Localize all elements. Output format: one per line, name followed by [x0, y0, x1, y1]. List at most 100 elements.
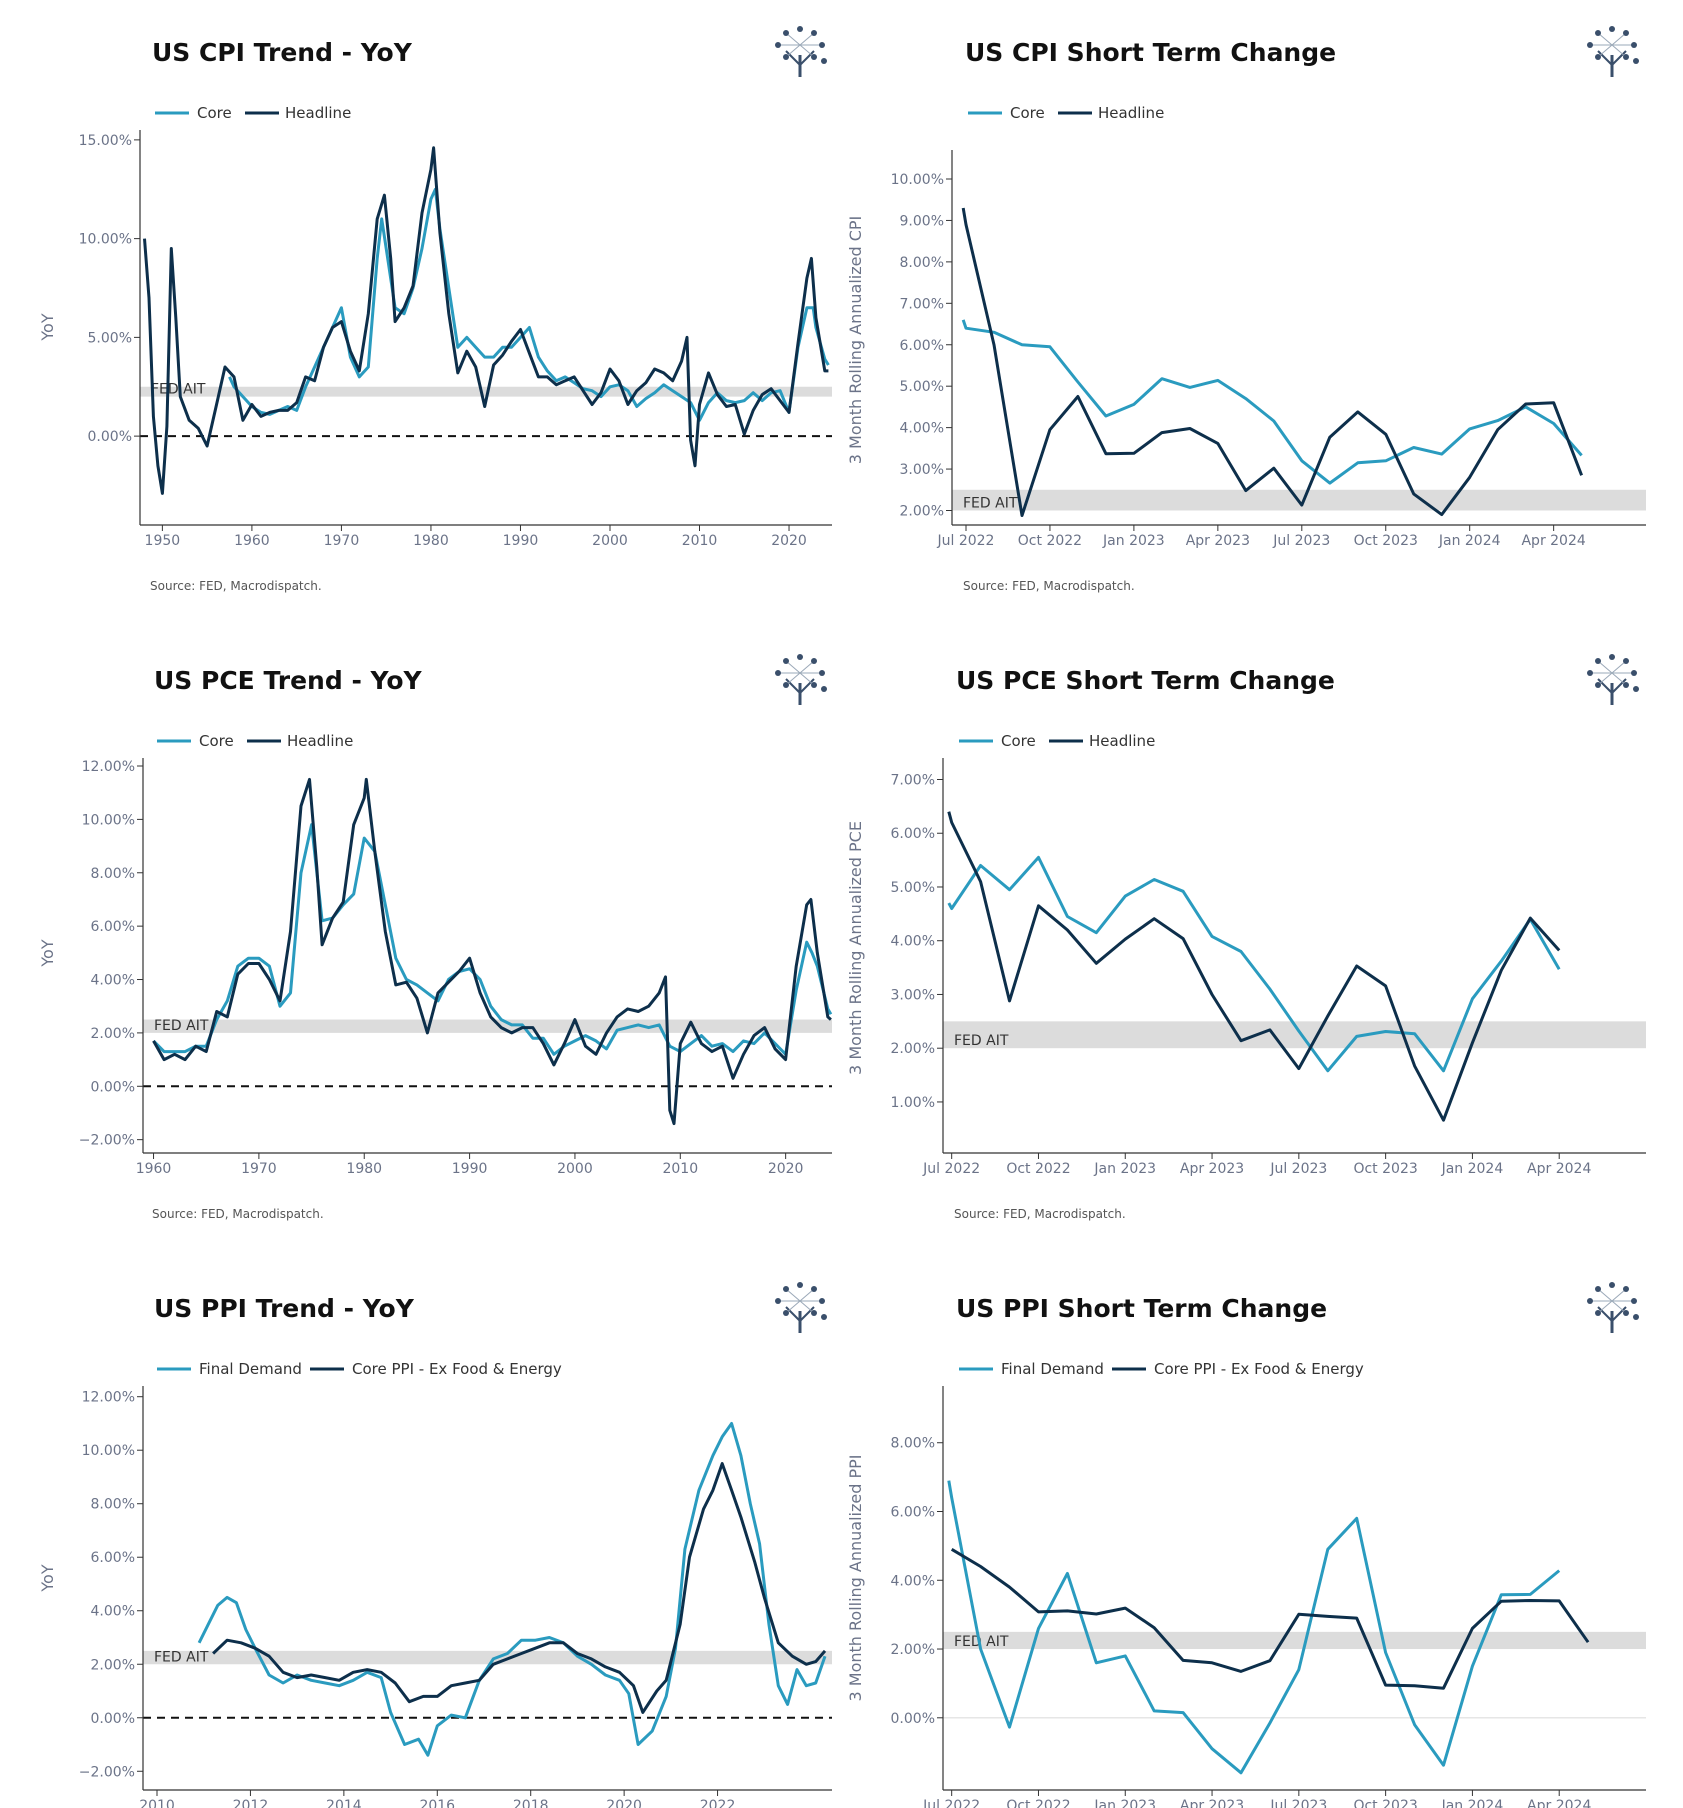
x-tick-label: 1960 [136, 1161, 172, 1177]
y-tick-label: 0.00% [91, 1079, 135, 1095]
y-tick-label: 8.00% [891, 1436, 935, 1452]
y-tick-label: 5.00% [900, 379, 944, 395]
x-tick-label: Jan 2024 [1438, 533, 1501, 549]
chart-ppi-trend: US PPI Trend - YoY Final Demand Core PPI… [38, 1282, 832, 1808]
series-line-core [947, 855, 1561, 1073]
y-tick-label: 2.00% [891, 1041, 935, 1057]
series-line-final-demand [197, 1422, 827, 1757]
y-tick-label: −2.00% [79, 1764, 135, 1780]
y-tick-label: 4.00% [91, 1604, 135, 1620]
fed-ait-label: FED AIT [954, 1634, 1009, 1650]
chart-title: US PCE Trend - YoY [154, 666, 423, 695]
panel-ppi-short: US PPI Short Term Change Final Demand Co… [840, 1256, 1683, 1808]
series-line-core [228, 187, 830, 422]
x-tick-label: 1980 [413, 533, 449, 549]
y-tick-label: 4.00% [891, 934, 935, 950]
legend-label-headline: Headline [1098, 104, 1164, 122]
chart-cpi-short: US CPI Short Term Change Core Headline F… [846, 26, 1646, 593]
y-tick-label: 8.00% [91, 1497, 135, 1513]
x-tick-label: Oct 2023 [1353, 1161, 1417, 1177]
chart-pce-trend: US PCE Trend - YoY Core Headline FED AIT… [38, 654, 833, 1221]
x-tick-label: 2018 [513, 1798, 549, 1808]
plot-area: FED AIT 2.00% 3.00% 4.00% 5.00% 6.00% 7.00% 8.0… [891, 150, 1646, 549]
logo-tree-icon [775, 26, 827, 77]
series-line-core [961, 319, 1583, 485]
logo-tree-icon [1587, 26, 1639, 77]
y-tick-label: 2.00% [891, 1642, 935, 1658]
legend: Core Headline [155, 104, 351, 122]
x-tick-label: 2020 [768, 1161, 804, 1177]
legend-label-core: Core [199, 732, 234, 750]
x-tick-label: 2022 [700, 1798, 736, 1808]
plot-area: FED AIT 0.00% 2.00% 4.00% 6.00% 8.00% Jul 2022… [891, 1386, 1646, 1808]
y-tick-label: 6.00% [91, 1550, 135, 1566]
y-tick-label: 0.00% [91, 1711, 135, 1727]
x-tick-label: Jul 2023 [1272, 533, 1330, 549]
y-tick-label: 6.00% [891, 1504, 935, 1520]
x-tick-label: Apr 2023 [1180, 1798, 1244, 1808]
legend-label-core: Core [1010, 104, 1045, 122]
x-tick-label: 2010 [662, 1161, 698, 1177]
chart-cpi-trend: US CPI Trend - YoY Core Headline FED AIT… [38, 26, 832, 593]
series-line-core-ppi-ex-food-energy [950, 1548, 1590, 1690]
x-tick-label: Jan 2023 [1093, 1798, 1156, 1808]
chart-title: US CPI Trend - YoY [152, 38, 413, 67]
series-line-headline [143, 146, 829, 495]
x-tick-label: Jan 2023 [1102, 533, 1165, 549]
y-tick-label: 10.00% [82, 812, 135, 828]
x-tick-label: Jul 2022 [922, 1798, 980, 1808]
fed-ait-label: FED AIT [963, 495, 1018, 511]
x-tick-label: Jan 2024 [1441, 1798, 1504, 1808]
x-tick-label: Apr 2023 [1180, 1161, 1244, 1177]
fed-ait-band [143, 1019, 832, 1033]
x-tick-label: 2000 [557, 1161, 593, 1177]
legend-label-core: Core [197, 104, 232, 122]
x-tick-label: Jul 2023 [1269, 1798, 1327, 1808]
logo-tree-icon [775, 654, 827, 705]
x-tick-label: Oct 2023 [1354, 533, 1418, 549]
series-line-headline [152, 777, 832, 1126]
series-line-core-ppi-ex-food-energy [212, 1462, 827, 1714]
y-axis-label: 3 Month Rolling Annualized CPI [846, 216, 865, 465]
y-tick-label: 7.00% [891, 772, 935, 788]
y-tick-label: −2.00% [79, 1133, 135, 1149]
legend-label-final-demand: Final Demand [199, 1360, 302, 1378]
y-tick-label: 3.00% [891, 987, 935, 1003]
x-tick-label: Oct 2022 [1006, 1798, 1070, 1808]
x-tick-label: 2014 [326, 1798, 362, 1808]
x-tick-label: Oct 2022 [1006, 1161, 1070, 1177]
x-tick-label: 2016 [419, 1798, 455, 1808]
y-tick-label: 5.00% [891, 880, 935, 896]
logo-tree-icon [1587, 654, 1639, 705]
logo-tree-icon [775, 1282, 827, 1333]
legend-label-core-ppi: Core PPI - Ex Food & Energy [1154, 1360, 1364, 1378]
fed-ait-band [140, 386, 832, 397]
series-line-final-demand [947, 1480, 1561, 1775]
x-tick-label: Oct 2023 [1353, 1798, 1417, 1808]
fed-ait-label: FED AIT [954, 1033, 1009, 1049]
x-tick-label: Jan 2023 [1093, 1161, 1156, 1177]
x-tick-label: Jul 2023 [1269, 1161, 1327, 1177]
legend: Final Demand Core PPI - Ex Food & Energy [959, 1360, 1364, 1378]
y-tick-label: 0.00% [88, 429, 132, 445]
y-tick-label: 2.00% [91, 1026, 135, 1042]
y-axis-label: 3 Month Rolling Annualized PPI [846, 1455, 865, 1702]
legend: Core Headline [959, 732, 1155, 750]
y-tick-label: 2.00% [91, 1657, 135, 1673]
x-tick-label: Apr 2023 [1186, 533, 1250, 549]
y-tick-label: 6.00% [900, 338, 944, 354]
y-axis-label: YoY [38, 939, 57, 967]
fed-ait-label: FED AIT [154, 1018, 209, 1034]
x-tick-label: 1990 [503, 533, 539, 549]
x-tick-label: 1980 [346, 1161, 382, 1177]
x-tick-label: Jan 2024 [1441, 1161, 1504, 1177]
x-tick-label: 1970 [324, 533, 360, 549]
y-tick-label: 8.00% [900, 255, 944, 271]
logo-tree-icon [1587, 1282, 1639, 1333]
y-tick-label: 12.00% [82, 759, 135, 775]
source-note: Source: FED, Macrodispatch. [954, 1207, 1126, 1221]
x-tick-label: 1970 [241, 1161, 277, 1177]
y-axis-label: YoY [38, 1564, 57, 1592]
chart-ppi-short: US PPI Short Term Change Final Demand Co… [846, 1282, 1646, 1808]
